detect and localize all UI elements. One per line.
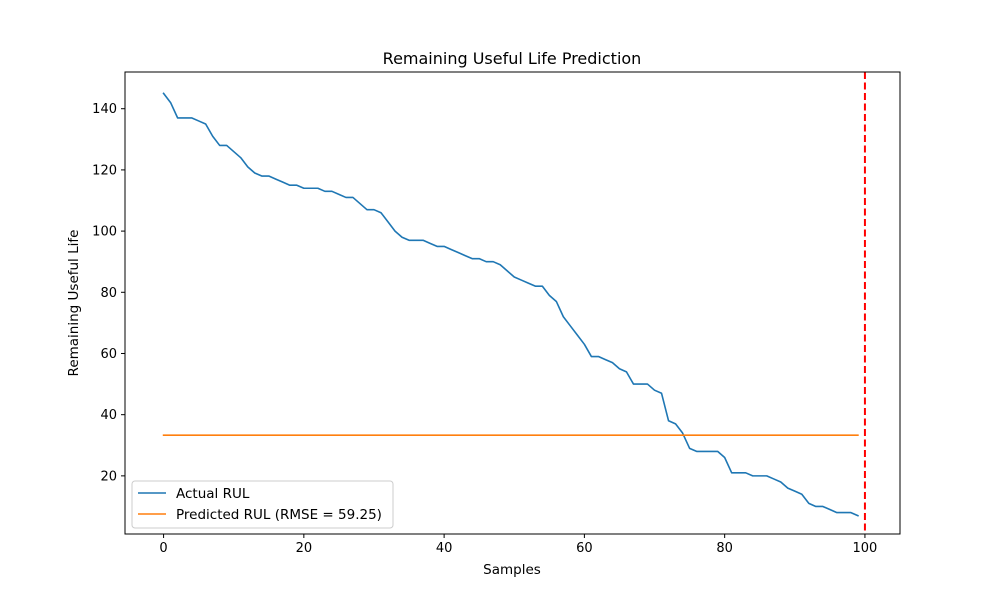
y-tick-label: 20 [100,469,117,484]
y-tick-label: 80 [100,286,117,301]
legend-box [131,480,394,529]
y-axis-ticks: 20 40 60 80 100 120 140 [92,102,125,484]
legend-label-actual: Actual RUL [176,486,250,502]
y-tick-label: 120 [92,163,117,178]
y-tick-label: 40 [100,408,117,423]
plot-lines [162,72,866,534]
series-line-actual-rul [162,92,859,517]
chart-title: Remaining Useful Life Prediction [383,49,642,68]
y-axis-label: Remaining Useful Life [66,230,82,377]
y-tick-label: 140 [92,102,117,117]
x-tick-label: 60 [576,541,593,556]
legend: Actual RUL Predicted RUL (RMSE = 59.25) [131,480,394,529]
legend-label-predicted: Predicted RUL (RMSE = 59.25) [176,507,382,523]
x-axis-label: Samples [483,562,541,578]
y-tick-label: 60 [100,347,117,362]
plot-frame [124,71,901,535]
y-tick-label: 100 [92,225,117,240]
x-tick-label: 80 [716,541,733,556]
x-tick-label: 100 [853,541,878,556]
x-tick-label: 0 [159,541,167,556]
x-tick-label: 20 [296,541,313,556]
x-axis-ticks: 0 20 40 60 80 100 [159,534,877,556]
x-tick-label: 40 [436,541,453,556]
